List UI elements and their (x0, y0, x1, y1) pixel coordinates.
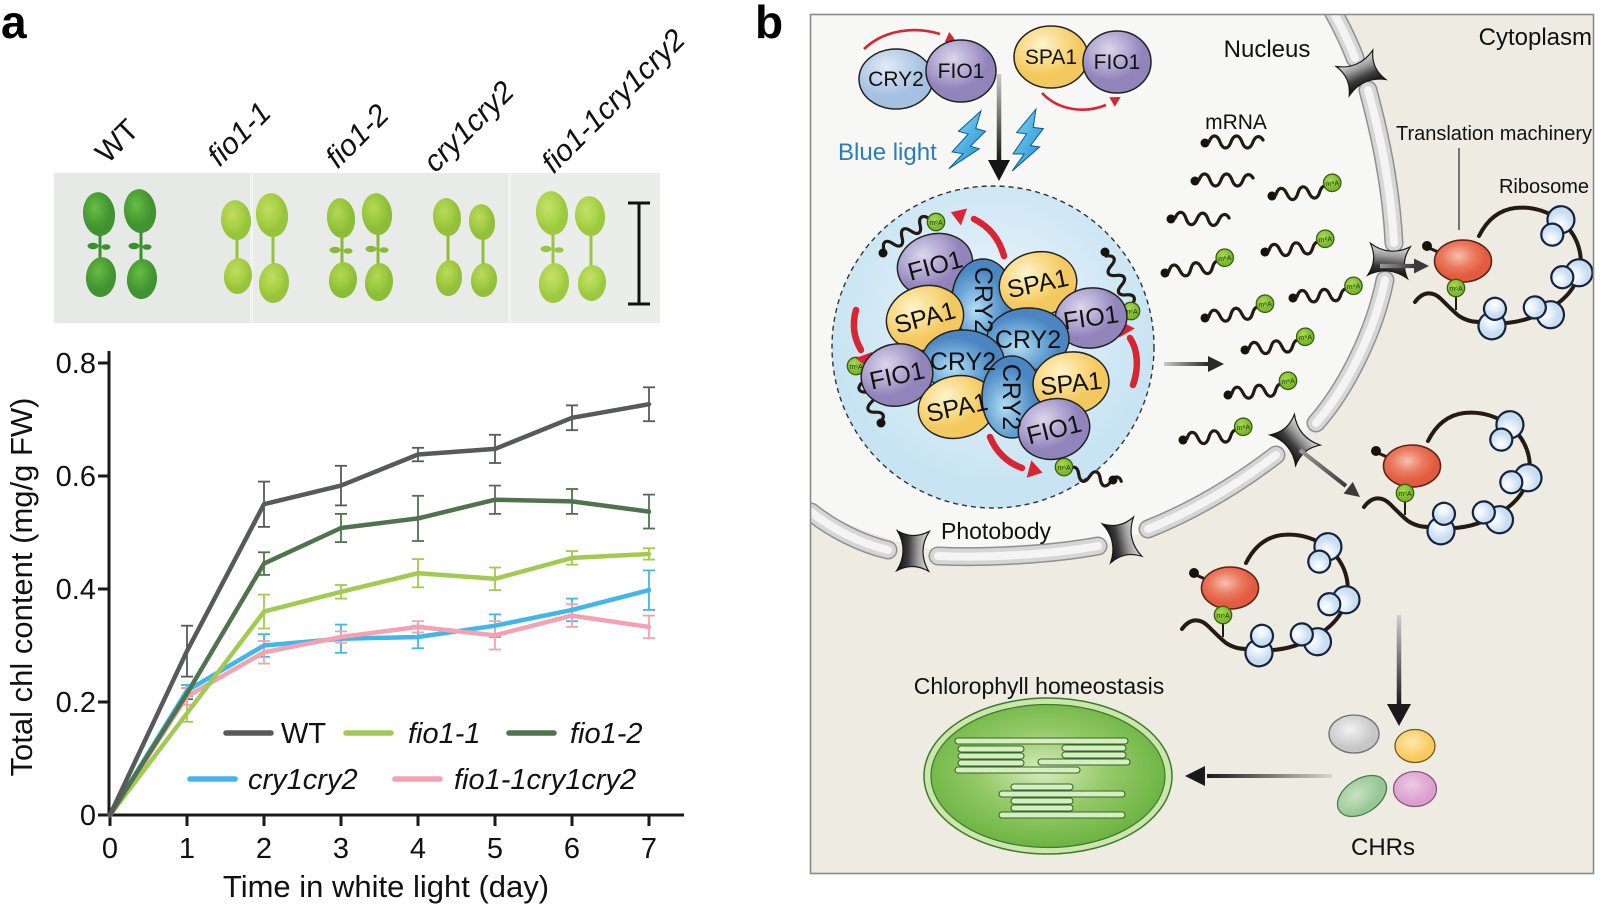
svg-text:5: 5 (487, 833, 503, 865)
svg-text:0: 0 (80, 800, 96, 832)
svg-text:fio1-2: fio1-2 (570, 718, 643, 750)
svg-text:FIO1: FIO1 (1094, 51, 1141, 74)
svg-text:3: 3 (333, 833, 349, 865)
svg-text:Photobody: Photobody (941, 518, 1051, 544)
svg-text:0.2: 0.2 (56, 687, 96, 719)
svg-text:0.6: 0.6 (56, 461, 96, 493)
svg-text:cry1cry2: cry1cry2 (248, 764, 358, 796)
svg-text:1: 1 (179, 833, 195, 865)
svg-text:7: 7 (641, 833, 657, 865)
svg-text:6: 6 (564, 833, 580, 865)
svg-text:0: 0 (102, 833, 118, 865)
svg-text:fio1-1: fio1-1 (408, 718, 481, 750)
svg-text:Total chl content (mg/g FW): Total chl content (mg/g FW) (4, 397, 39, 776)
svg-text:Time in white light (day): Time in white light (day) (223, 869, 549, 904)
svg-text:CHRs: CHRs (1351, 834, 1415, 861)
svg-text:Blue light: Blue light (838, 139, 937, 166)
svg-text:CRY2: CRY2 (969, 267, 997, 333)
svg-text:fio1-1cry1cry2: fio1-1cry1cry2 (454, 764, 636, 796)
svg-text:0.8: 0.8 (56, 348, 96, 380)
svg-text:Cytoplasm: Cytoplasm (1479, 24, 1592, 51)
svg-text:CRY2: CRY2 (868, 68, 924, 91)
svg-text:0.4: 0.4 (56, 574, 96, 606)
svg-text:4: 4 (410, 833, 426, 865)
svg-text:2: 2 (256, 833, 272, 865)
svg-text:Translation machinery: Translation machinery (1396, 123, 1592, 145)
svg-text:mRNA: mRNA (1205, 111, 1267, 134)
svg-text:Nucleus: Nucleus (1224, 36, 1311, 63)
svg-text:SPA1: SPA1 (1025, 46, 1077, 69)
svg-text:Chlorophyll homeostasis: Chlorophyll homeostasis (914, 673, 1165, 699)
svg-text:Ribosome: Ribosome (1499, 176, 1589, 198)
svg-text:SPA1: SPA1 (1039, 367, 1104, 401)
svg-text:CRY2: CRY2 (930, 348, 996, 376)
svg-text:CRY2: CRY2 (995, 326, 1061, 354)
svg-text:FIO1: FIO1 (938, 60, 985, 83)
svg-text:CRY2: CRY2 (997, 364, 1025, 430)
svg-text:WT: WT (281, 718, 326, 750)
